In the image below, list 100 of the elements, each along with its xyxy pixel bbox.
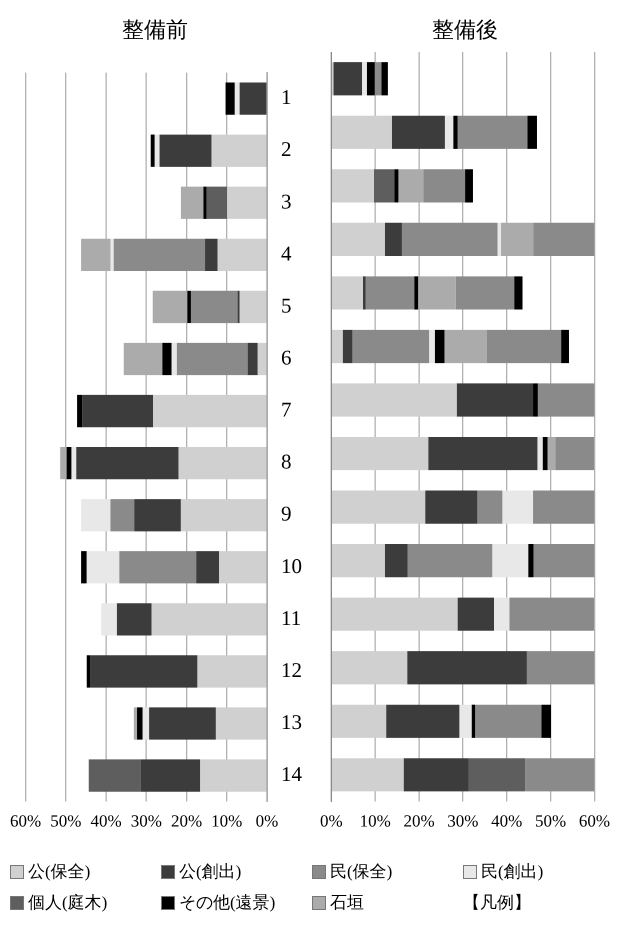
bar (366, 62, 375, 96)
bar (402, 222, 498, 256)
bar (332, 544, 385, 578)
bar (533, 383, 538, 417)
bar (206, 186, 228, 219)
y-tick-label: 12 (281, 658, 302, 682)
bar (475, 704, 542, 738)
y-tick-label: 10 (281, 554, 302, 578)
bar (110, 499, 134, 532)
bar (332, 490, 426, 524)
bar (332, 222, 385, 256)
legend-label: 個人(庭木) (28, 892, 108, 914)
bar (453, 116, 458, 149)
bar (76, 446, 178, 480)
x-tick-label: 60% (578, 811, 610, 830)
x-tick-label: 40% (90, 811, 122, 830)
bar (541, 704, 552, 738)
bar (386, 704, 460, 738)
y-tick-label: 4 (281, 241, 292, 266)
bar (498, 222, 502, 256)
bar (394, 169, 398, 202)
y-tick-label: 8 (281, 450, 292, 474)
y-tick-label: 9 (281, 502, 292, 526)
chart-title: 整備後 (431, 16, 499, 44)
y-tick-label: 1 (281, 85, 292, 110)
bar (456, 383, 534, 417)
bar (494, 598, 510, 631)
bar (392, 116, 445, 149)
bar (216, 707, 266, 740)
bar (561, 330, 569, 364)
x-tick-label: 30% (130, 811, 162, 830)
bar (408, 544, 492, 578)
y-tick-label: 7 (281, 398, 292, 422)
legend-title: 【凡例】 (463, 892, 532, 914)
bar (407, 651, 527, 684)
bar (86, 655, 90, 688)
bar (509, 598, 594, 631)
bar (162, 342, 172, 376)
bar (137, 707, 143, 740)
bar (477, 490, 502, 524)
bar (514, 276, 523, 310)
bar (149, 707, 216, 740)
x-tick-label: 60% (10, 811, 42, 830)
bar (404, 758, 469, 792)
bar (66, 446, 72, 480)
bar (258, 342, 266, 376)
bar (119, 551, 196, 584)
bar (423, 169, 466, 202)
bar (332, 704, 386, 738)
bar (88, 759, 141, 792)
bar (86, 551, 120, 584)
bar (342, 330, 352, 364)
bar (525, 758, 594, 792)
bar (114, 238, 206, 271)
bar (240, 82, 266, 115)
bar (533, 490, 594, 524)
legend-label: 公(保全) (28, 861, 90, 883)
bar (332, 758, 404, 792)
bar (527, 116, 537, 149)
bar (381, 62, 388, 96)
bar (332, 383, 457, 417)
bar (384, 222, 402, 256)
x-tick-label: 50% (534, 811, 566, 830)
bar (465, 169, 473, 202)
bar (444, 116, 454, 149)
bar (81, 551, 87, 584)
bar (458, 116, 528, 149)
legend-label: その他(遠景) (179, 892, 276, 914)
bar (154, 134, 160, 167)
bar (456, 276, 514, 310)
bar (332, 116, 392, 149)
bar (362, 62, 367, 96)
bar (458, 598, 494, 631)
bar (533, 544, 594, 578)
bar (332, 598, 458, 631)
bar (152, 603, 266, 636)
y-tick-label: 13 (281, 710, 302, 734)
bar (140, 759, 200, 792)
bar (172, 342, 177, 376)
x-tick-label: 20% (403, 811, 435, 830)
y-tick-label: 2 (281, 137, 292, 162)
bar (502, 490, 534, 524)
bar (332, 651, 408, 684)
bar (205, 238, 218, 271)
bar (153, 394, 266, 428)
x-tick-label: 0% (256, 811, 278, 830)
bar (90, 655, 198, 688)
bar (227, 186, 266, 219)
bar (187, 290, 191, 324)
x-tick-label: 40% (491, 811, 522, 830)
bar (196, 551, 220, 584)
bar (533, 222, 594, 256)
bar (538, 383, 594, 417)
bar (234, 82, 240, 115)
bar (218, 238, 266, 271)
bar (180, 499, 266, 532)
bar (200, 759, 266, 792)
bar (71, 446, 76, 480)
bar (190, 290, 238, 324)
bar (82, 394, 154, 428)
